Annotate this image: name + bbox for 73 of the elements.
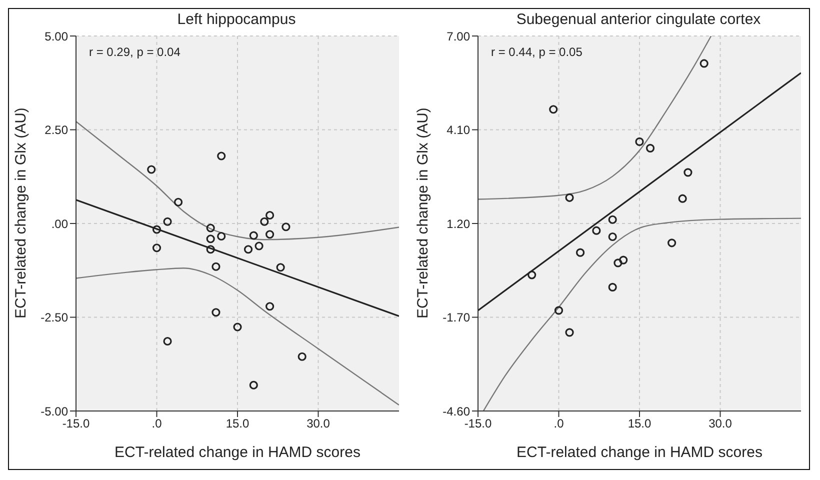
x-tick-label: .0 [152,416,162,431]
point [174,198,183,206]
point [266,230,274,239]
chart-title: Left hippocampus [176,11,297,28]
y-tick-label: 4.10 [446,123,470,138]
point [244,245,253,254]
point [282,222,290,232]
y-axis-title: ECT-related change in Glx (AU) [12,108,30,318]
y-tick-label: 2.50 [44,123,68,138]
line-series [76,120,399,240]
point [608,232,617,242]
point [592,226,601,235]
point [266,210,274,220]
x-tick-label: 30.0 [306,416,330,431]
y-tick-label: 5.00 [44,29,68,44]
point [678,194,687,203]
point [249,380,258,390]
x-tick-label: -15.0 [464,416,492,431]
point [608,215,617,224]
point [276,263,285,272]
point [152,225,162,234]
line-series [478,36,712,200]
point [206,224,215,232]
y-axis-title: ECT-related change in Glx (AU) [414,108,432,318]
annotation: r = 0.29, p = 0.04 [89,45,180,59]
point [206,245,215,254]
annotation: r = 0.44, p = 0.05 [491,45,582,59]
point [576,248,585,257]
point [249,231,258,240]
point [260,217,269,226]
point [635,137,644,146]
point [549,105,558,114]
point [619,256,628,264]
x-axis-title: ECT-related change in HAMD scores [114,444,360,461]
point [163,217,172,226]
point [217,152,226,160]
y-tick-label: .00 [51,216,68,231]
line-series [482,218,801,411]
y-tick-label: 1.20 [446,216,470,231]
point [298,352,306,361]
point [266,302,274,311]
y-tick-label: -5.00 [40,404,68,418]
point [684,168,692,177]
point [565,193,574,202]
point [646,144,655,152]
chart-title: Subegenual anterior cingulate cortex [515,11,762,28]
point [554,306,564,315]
point [212,308,220,317]
x-axis-title: ECT-related change in HAMD scores [516,444,762,461]
point [212,262,220,271]
line-series [76,268,399,406]
point [206,234,215,244]
point [614,258,622,268]
point [254,242,264,250]
point [163,336,172,346]
y-tick-label: 7.00 [446,29,470,44]
point [565,328,574,337]
point [668,238,676,248]
y-tick-label: -1.70 [442,310,470,325]
x-tick-label: 15.0 [226,416,250,431]
x-tick-label: 30.0 [708,416,732,431]
y-tick-label: -4.60 [442,404,470,418]
y-tick-label: -2.50 [40,310,68,325]
point [152,244,162,252]
x-tick-label: .0 [554,416,564,431]
point [700,59,708,68]
point [147,165,156,174]
point [528,270,536,280]
x-tick-label: 15.0 [628,416,652,431]
point [217,232,226,241]
point [233,322,242,332]
point [608,282,617,292]
x-tick-label: -15.0 [62,416,90,431]
